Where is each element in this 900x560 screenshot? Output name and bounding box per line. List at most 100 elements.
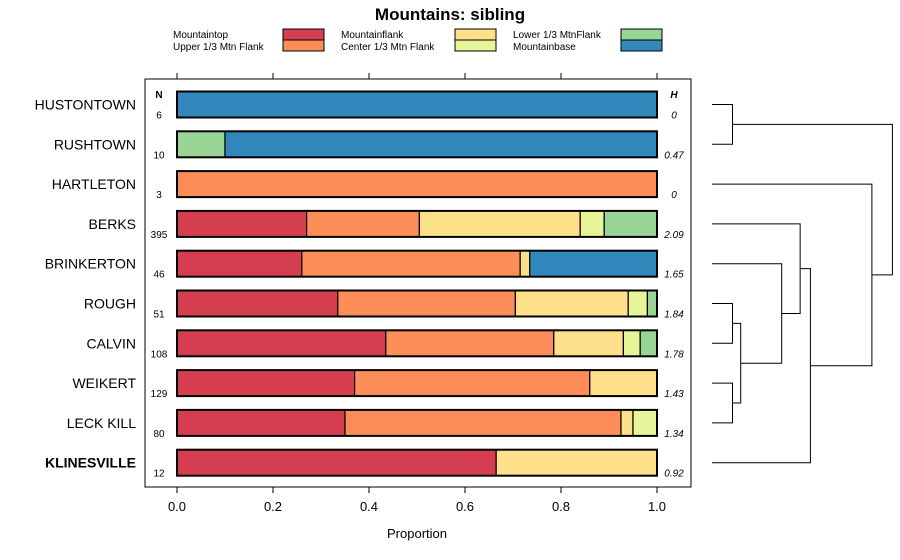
row-n-value: 12 — [153, 469, 165, 480]
bar-segment — [519, 250, 531, 278]
row-n-value: 80 — [153, 429, 165, 440]
bar-outline — [176, 249, 658, 278]
dendrogram-link — [712, 183, 873, 367]
bar-segment — [176, 449, 497, 477]
row-n-value: 51 — [153, 310, 165, 321]
bar-segment — [176, 289, 339, 318]
bar-outline — [176, 209, 658, 238]
dendrogram-link — [732, 322, 742, 404]
bar-segment — [418, 210, 581, 238]
x-tick-label: 0.0 — [168, 499, 186, 514]
row-h-value: 1.78 — [664, 349, 684, 360]
row-label: CALVIN — [86, 335, 136, 351]
row-h-value: 1.43 — [664, 389, 684, 400]
bar-segment — [301, 250, 521, 278]
row-label: RUSHTOWN — [54, 136, 136, 152]
bar-outline — [176, 130, 658, 159]
row-n-value: 46 — [153, 270, 165, 281]
x-tick-label: 0.4 — [360, 499, 378, 514]
plot-frame — [144, 78, 692, 488]
legend-swatch — [282, 28, 325, 41]
bar-segment — [627, 289, 649, 318]
bar-outline — [176, 90, 658, 119]
bar-rows: HUSTONTOWN 6 0 RUSHTOWN 10 0.47 HARTLETON 3 0 BER… — [35, 90, 684, 480]
bar-segment — [632, 409, 658, 437]
h-column-header: H — [670, 90, 678, 101]
row-h-value: 0 — [671, 111, 677, 122]
row-label: LECK KILL — [67, 415, 136, 431]
legend-label: Upper 1/3 Mtn Flank — [173, 42, 265, 53]
legend-swatch — [454, 28, 497, 41]
bar-segment — [646, 289, 658, 318]
bar-segment — [176, 369, 356, 397]
bar-outline — [176, 369, 658, 398]
bar-outline — [176, 170, 658, 199]
row-h-value: 1.34 — [664, 429, 684, 440]
bar-row: WEIKERT 129 1.43 — [72, 369, 684, 400]
dendrogram-link — [712, 223, 801, 314]
row-h-value: 0 — [671, 190, 677, 201]
row-label: WEIKERT — [72, 375, 136, 391]
x-axis: 0.0 0.2 0.4 0.6 0.8 1.0 — [168, 73, 666, 514]
bar-segment — [176, 210, 308, 238]
bar-segment — [354, 369, 591, 397]
dendrogram-link — [712, 263, 783, 364]
legend-label: Mountainflank — [341, 30, 404, 41]
chart-title: Mountains: sibling — [375, 5, 525, 24]
bar-segment — [639, 329, 658, 357]
bar-segment — [176, 409, 346, 437]
bar-segment — [224, 130, 658, 158]
bar-outline — [176, 408, 658, 437]
bar-outline — [176, 448, 658, 477]
row-label: ROUGH — [84, 296, 136, 312]
row-n-value: 10 — [153, 150, 165, 161]
legend-label: Mountaintop — [173, 30, 228, 41]
dendrogram-link — [712, 104, 733, 145]
row-label: BRINKERTON — [45, 256, 136, 272]
legend-swatch — [620, 28, 663, 41]
bar-segment — [344, 409, 622, 437]
bar-segment — [337, 289, 516, 318]
legend-label: Mountainbase — [513, 42, 576, 53]
bar-segment — [553, 329, 624, 357]
bar-segment — [385, 329, 555, 357]
row-h-value: 1.65 — [664, 270, 684, 281]
bar-segment — [622, 329, 641, 357]
x-tick-label: 0.6 — [456, 499, 474, 514]
bar-outline — [176, 329, 658, 358]
row-h-value: 0.47 — [664, 150, 684, 161]
bar-row: LECK KILL 80 1.34 — [67, 408, 684, 440]
bar-row: ROUGH 51 1.84 — [84, 289, 684, 321]
row-label: HUSTONTOWN — [35, 97, 136, 113]
dendrogram — [712, 104, 893, 464]
row-n-value: 3 — [156, 190, 162, 201]
bar-row: KLINESVILLE 12 0.92 — [45, 448, 684, 480]
row-n-value: 129 — [151, 389, 168, 400]
row-label: BERKS — [89, 216, 136, 232]
bar-row: CALVIN 108 1.78 — [86, 329, 684, 360]
legend-swatch — [620, 39, 663, 52]
row-n-value: 108 — [151, 349, 168, 360]
x-tick-label: 1.0 — [648, 499, 666, 514]
x-tick-label: 0.8 — [552, 499, 570, 514]
legend-swatch — [282, 39, 325, 52]
row-label: HARTLETON — [52, 176, 136, 192]
bar-segment — [176, 130, 226, 158]
bar-segment — [589, 369, 658, 397]
bar-row: HUSTONTOWN 6 0 — [35, 90, 677, 122]
legend-swatch — [454, 39, 497, 52]
row-h-value: 2.09 — [663, 230, 684, 241]
x-tick-label: 0.2 — [264, 499, 282, 514]
bar-segment — [306, 210, 421, 238]
n-column-header: N — [155, 90, 162, 101]
bar-segment — [176, 90, 658, 119]
bar-row: HARTLETON 3 0 — [52, 170, 677, 201]
row-n-value: 6 — [156, 111, 162, 122]
x-axis-label: Proportion — [387, 526, 447, 541]
dendrogram-link — [712, 268, 811, 464]
dendrogram-link — [732, 123, 893, 276]
bar-row: BRINKERTON 46 1.65 — [45, 249, 684, 281]
legend-label: Lower 1/3 MtnFlank — [513, 30, 602, 41]
